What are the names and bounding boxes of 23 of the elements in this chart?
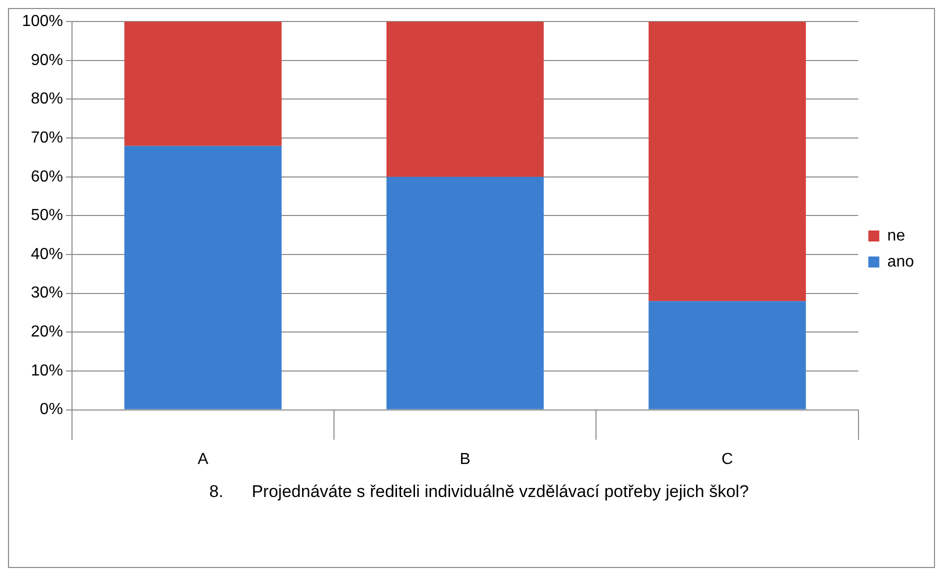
bar xyxy=(648,301,806,410)
y-tick-label: 50% xyxy=(30,207,63,224)
bar xyxy=(648,22,806,302)
bar xyxy=(124,146,282,410)
y-tick-label: 60% xyxy=(30,168,63,186)
x-tick-label: A xyxy=(198,450,209,468)
y-tick-label: 40% xyxy=(30,246,63,263)
y-tick-label: 10% xyxy=(30,362,63,380)
y-tick-label: 90% xyxy=(30,52,63,69)
x-tick-label: C xyxy=(721,450,734,468)
y-tick-label: 80% xyxy=(30,90,63,108)
y-tick-label: 100% xyxy=(22,13,63,30)
y-tick-label: 0% xyxy=(40,401,63,418)
x-tick-label: B xyxy=(460,450,470,468)
y-tick-label: 20% xyxy=(30,324,63,341)
x-axis-title: 8. Projednáváte s řediteli individuálně vzdělávací potřeby jejich škol? xyxy=(208,481,750,503)
y-tick-label: 30% xyxy=(30,284,63,302)
legend-label: ano xyxy=(887,253,914,270)
bar xyxy=(386,22,544,177)
y-tick-label: 70% xyxy=(30,129,63,146)
legend-label: ne xyxy=(887,227,906,244)
bar xyxy=(386,176,544,410)
bar xyxy=(124,22,282,146)
